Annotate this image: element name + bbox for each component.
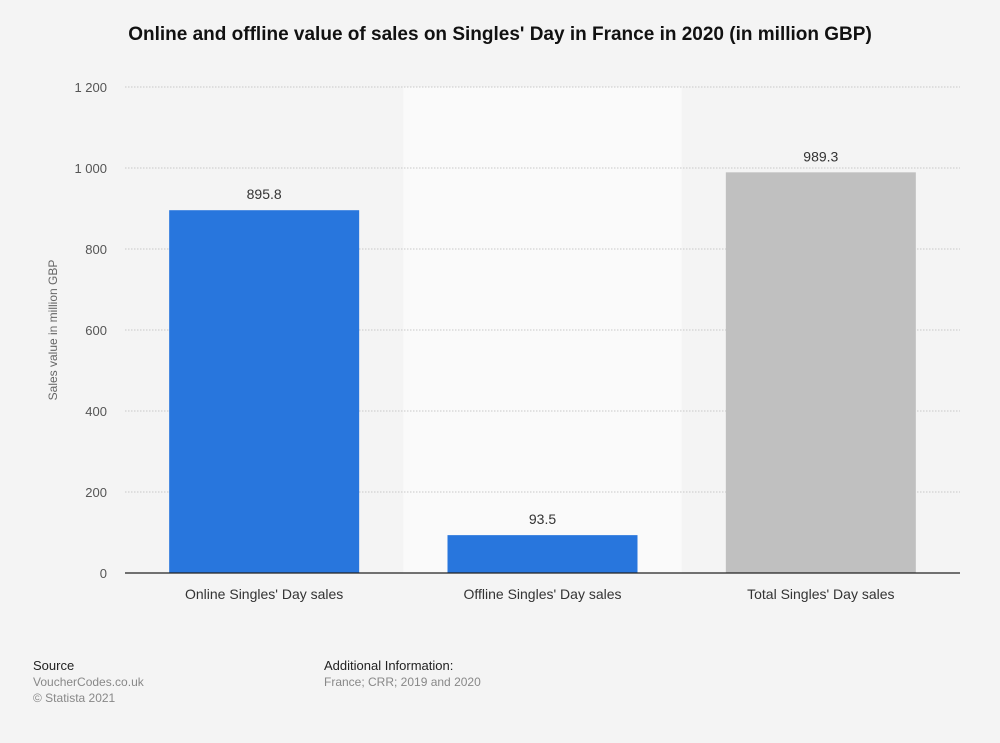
source-text[interactable]: VoucherCodes.co.uk xyxy=(33,675,144,689)
x-tick-label: Total Singles' Day sales xyxy=(747,586,894,602)
y-tick-label: 400 xyxy=(85,404,107,419)
chart-title: Online and offline value of sales on Sin… xyxy=(128,24,872,45)
bar-chart: 0 200 400 600 800 1 000 1 200 Sales value in mi… xyxy=(46,80,960,602)
source-heading: Source xyxy=(33,658,75,673)
data-label: 93.5 xyxy=(529,511,556,527)
bar xyxy=(169,210,360,574)
y-tick-label: 200 xyxy=(85,485,107,500)
data-label: 895.8 xyxy=(247,186,282,202)
data-label: 989.3 xyxy=(803,148,838,164)
y-tick-label: 600 xyxy=(85,323,107,338)
source-block: Source VoucherCodes.co.uk © Statista 202… xyxy=(33,658,144,706)
info-heading: Additional Information: xyxy=(324,658,454,673)
additional-info-block: Additional Information: France; CRR; 201… xyxy=(324,658,481,690)
x-tick-label: Online Singles' Day sales xyxy=(185,586,343,602)
y-tick-label: 1 000 xyxy=(74,161,107,176)
copyright-text: © Statista 2021 xyxy=(33,691,116,705)
y-tick-label: 1 200 xyxy=(74,80,107,95)
info-text: France; CRR; 2019 and 2020 xyxy=(324,675,481,689)
y-tick-label: 800 xyxy=(85,242,107,257)
y-axis-label: Sales value in million GBP xyxy=(46,260,60,401)
bar xyxy=(447,535,638,573)
y-tick-label: 0 xyxy=(100,566,107,581)
x-tick-label: Offline Singles' Day sales xyxy=(463,586,621,602)
bar xyxy=(725,172,916,573)
